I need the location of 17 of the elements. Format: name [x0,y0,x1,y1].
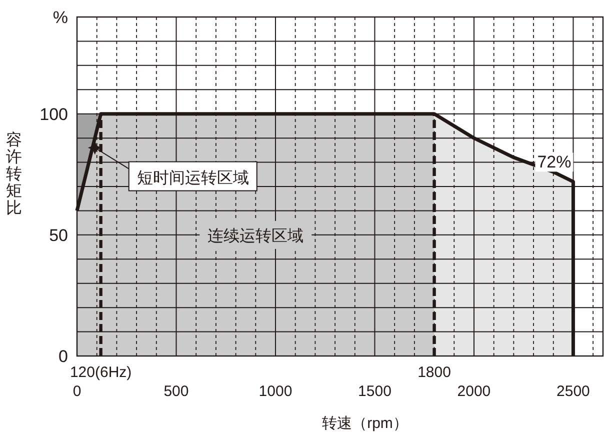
y-tick-label: 50 [49,226,68,245]
annotation: 72% [537,152,572,172]
ref-line-label: 120(6Hz) [70,364,132,381]
ref-line-label: 1800 [418,364,451,381]
x-tick-label: 2500 [556,383,590,400]
annotation: 短时间运转区域 [136,168,249,187]
y-axis-title: 容许转矩比 [6,131,22,217]
annotation: 连续运转区域 [208,226,304,245]
x-axis-title: 转速（rpm） [322,415,408,432]
y-tick-label: 0 [58,347,68,366]
x-tick-label: 2000 [457,383,491,400]
x-tick-label: 1000 [258,383,292,400]
x-tick-label: 1500 [358,383,392,400]
y-tick-label: 100 [40,104,68,124]
x-tick-label: 500 [164,383,189,400]
x-tick-label: 0 [72,383,82,400]
y-tick-label: % [52,8,68,27]
